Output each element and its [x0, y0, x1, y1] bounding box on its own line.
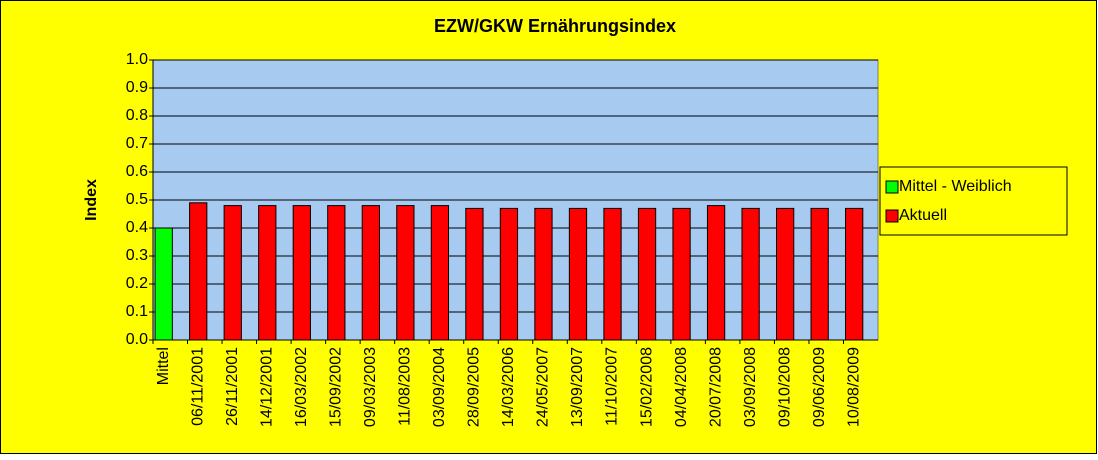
y-tick-label: 0.2 — [126, 275, 148, 292]
y-tick-label: 0.7 — [126, 135, 148, 152]
bar — [534, 207, 553, 341]
x-tick-label: 09/06/2009 — [811, 347, 828, 427]
y-axis-label: Index — [83, 179, 100, 221]
legend-label: Mittel - Weiblich — [899, 178, 1012, 195]
bar — [223, 205, 242, 341]
bar — [776, 207, 795, 341]
bar — [603, 207, 622, 341]
bar — [292, 205, 311, 341]
y-tick-label: 0.0 — [126, 331, 148, 348]
bar — [568, 207, 588, 341]
chart-title: EZW/GKW Ernährungsindex — [434, 16, 676, 36]
bar — [396, 205, 415, 341]
x-tick-label: 11/08/2003 — [397, 347, 414, 426]
bar — [154, 227, 173, 341]
legend-swatch — [885, 180, 899, 194]
x-tick-label: 09/10/2008 — [776, 347, 793, 427]
x-tick-label: 10/08/2009 — [845, 347, 862, 427]
bar — [637, 207, 657, 341]
x-tick-label: 14/12/2001 — [258, 347, 275, 427]
x-tick-label: 15/09/2002 — [328, 347, 345, 427]
bar — [189, 202, 208, 341]
bar — [327, 205, 346, 341]
x-tick-label: 03/09/2004 — [431, 347, 448, 427]
bar — [741, 207, 760, 341]
y-tick-label: 0.3 — [126, 247, 148, 264]
x-tick-label: 14/03/2006 — [500, 347, 517, 427]
y-tick-label: 0.4 — [126, 219, 148, 236]
y-tick-label: 0.6 — [126, 163, 148, 180]
x-tick-label: 20/07/2008 — [707, 347, 724, 427]
x-tick-label: 16/03/2002 — [293, 347, 310, 427]
legend-box — [879, 166, 1068, 236]
x-tick-label: 03/09/2008 — [742, 347, 759, 427]
bar — [499, 207, 519, 341]
x-tick-label: Mittel — [155, 347, 172, 385]
bar — [361, 205, 380, 341]
y-tick-label: 0.5 — [126, 191, 148, 208]
x-tick-label: 09/03/2003 — [362, 347, 379, 427]
legend-swatch — [885, 209, 899, 223]
x-tick-label: 04/04/2008 — [673, 347, 690, 427]
bar — [258, 205, 277, 341]
bar — [810, 207, 829, 341]
y-tick-label: 0.8 — [126, 107, 148, 124]
x-tick-label: 28/09/2005 — [466, 347, 483, 427]
y-tick-label: 1.0 — [126, 51, 148, 68]
legend-label: Aktuell — [899, 207, 947, 224]
x-tick-label: 26/11/2001 — [224, 347, 241, 426]
x-tick-label: 06/11/2001 — [189, 347, 206, 426]
x-tick-label: 11/10/2007 — [604, 347, 621, 426]
x-tick-label: 13/09/2007 — [569, 347, 586, 427]
y-tick-label: 0.9 — [126, 79, 148, 96]
x-tick-label: 15/02/2008 — [638, 347, 655, 427]
bar — [706, 205, 726, 341]
x-tick-label: 24/05/2007 — [535, 347, 552, 427]
y-tick-label: 0.1 — [126, 303, 148, 320]
bar — [672, 207, 691, 341]
bar — [845, 207, 864, 341]
bar — [430, 205, 450, 341]
bar — [465, 207, 484, 341]
